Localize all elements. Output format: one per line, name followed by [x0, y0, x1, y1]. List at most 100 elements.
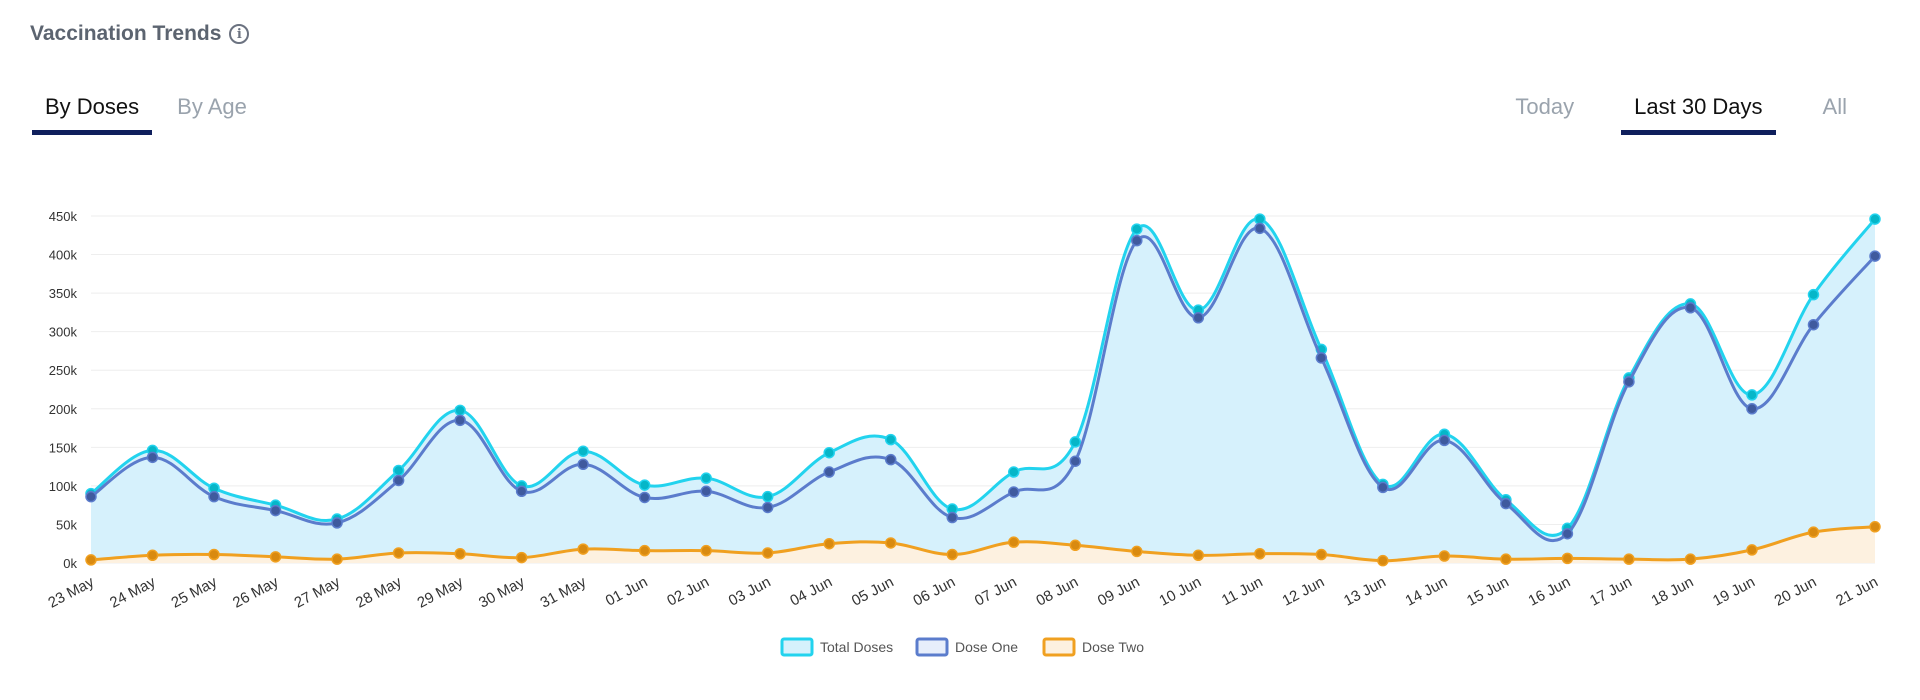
y-tick-label: 450k	[49, 209, 78, 224]
data-point	[454, 414, 466, 427]
series-line-0	[90, 217, 1877, 537]
data-point	[1684, 553, 1697, 565]
data-point	[1746, 544, 1758, 556]
data-point	[1315, 352, 1328, 364]
y-tick-label: 350k	[49, 286, 78, 301]
y-tick-label: 100k	[49, 479, 78, 494]
data-point	[146, 549, 159, 562]
data-point	[1623, 553, 1635, 565]
data-point	[1069, 539, 1082, 552]
data-point	[577, 543, 589, 555]
x-tick-label: 06 Jun	[910, 574, 958, 610]
title-row: Vaccination Trends i	[30, 22, 250, 46]
data-point	[1131, 223, 1143, 235]
data-point	[823, 537, 835, 550]
data-point	[269, 551, 282, 563]
data-point	[392, 547, 405, 559]
legend-label: Total Doses	[820, 639, 893, 655]
data-point	[700, 544, 712, 557]
legend-swatch	[915, 637, 949, 657]
series-area-0	[91, 218, 1875, 564]
data-point	[1746, 389, 1758, 401]
x-tick-label: 02 Jun	[664, 574, 712, 610]
data-point	[884, 433, 897, 446]
data-point	[515, 485, 528, 498]
data-point	[638, 479, 651, 491]
x-tick-label: 15 Jun	[1464, 574, 1512, 610]
data-point	[392, 464, 405, 477]
tab-by-doses[interactable]: By Doses	[32, 94, 153, 135]
data-point	[1623, 376, 1635, 388]
x-tick-label: 11 Jun	[1219, 574, 1266, 610]
x-tick-label: 20 Jun	[1772, 574, 1820, 610]
data-point	[1684, 302, 1697, 314]
x-tick-label: 21 Jun	[1833, 574, 1881, 610]
x-tick-label: 27 May	[292, 573, 344, 611]
data-point	[1377, 481, 1389, 494]
x-tick-label: 07 Jun	[972, 574, 1020, 610]
data-point	[700, 472, 712, 484]
data-point	[331, 517, 343, 529]
x-tick-label: 24 May	[107, 573, 159, 611]
x-tick-label: 18 Jun	[1649, 574, 1697, 610]
data-point	[515, 551, 528, 564]
data-point	[638, 544, 651, 557]
x-tick-label: 01 Jun	[603, 574, 651, 610]
data-point	[761, 547, 774, 559]
data-point	[392, 474, 405, 487]
data-point	[761, 501, 774, 514]
data-point	[269, 504, 282, 517]
data-point	[1069, 455, 1082, 467]
y-tick-label: 250k	[49, 363, 78, 378]
data-point	[1315, 548, 1328, 561]
data-point	[946, 548, 958, 561]
x-tick-label: 28 May	[353, 573, 405, 611]
x-tick-label: 31 May	[538, 573, 590, 611]
x-tick-label: 10 Jun	[1156, 574, 1204, 610]
x-tick-label: 05 Jun	[849, 574, 897, 610]
y-tick-label: 200k	[49, 402, 78, 417]
x-tick-label: 23 May	[45, 573, 97, 611]
x-tick-label: 19 Jun	[1710, 574, 1758, 610]
tab-all[interactable]: All	[1822, 94, 1847, 119]
data-point	[208, 490, 220, 503]
data-point	[761, 490, 774, 503]
data-point	[1069, 436, 1082, 448]
data-point	[1869, 250, 1881, 262]
tab-by-age[interactable]: By Age	[177, 94, 247, 119]
x-tick-label: 13 Jun	[1341, 574, 1389, 610]
data-point	[1377, 554, 1389, 567]
data-point	[1008, 536, 1020, 548]
data-point	[1869, 521, 1881, 533]
y-tick-label: 400k	[49, 248, 78, 263]
data-point	[1254, 222, 1266, 235]
data-point	[1869, 213, 1881, 225]
data-point	[946, 511, 958, 524]
legend-item-2: Dose Two	[1042, 637, 1144, 657]
data-point	[1254, 213, 1266, 225]
data-point	[1746, 403, 1758, 415]
info-icon[interactable]: i	[229, 24, 250, 44]
data-point	[208, 548, 220, 561]
data-point	[1500, 553, 1512, 565]
x-tick-label: 14 Jun	[1403, 574, 1451, 610]
tab-last-30-days[interactable]: Last 30 Days	[1621, 94, 1776, 135]
data-point	[1192, 549, 1205, 562]
data-point	[1131, 234, 1143, 247]
data-point	[823, 446, 835, 459]
data-point	[823, 466, 835, 478]
data-point	[1008, 486, 1020, 498]
time-range-tabs: Today Last 30 Days All	[1468, 94, 1860, 135]
data-point	[1561, 527, 1574, 540]
legend-label: Dose One	[955, 639, 1018, 655]
x-tick-label: 16 Jun	[1526, 574, 1574, 610]
data-point	[638, 491, 651, 504]
data-point	[1131, 545, 1143, 558]
x-tick-label: 25 May	[168, 573, 220, 611]
y-tick-label: 0k	[63, 556, 77, 571]
tab-today[interactable]: Today	[1515, 94, 1575, 119]
data-point	[331, 553, 343, 565]
data-point	[577, 445, 589, 457]
legend-swatch	[1042, 637, 1076, 657]
